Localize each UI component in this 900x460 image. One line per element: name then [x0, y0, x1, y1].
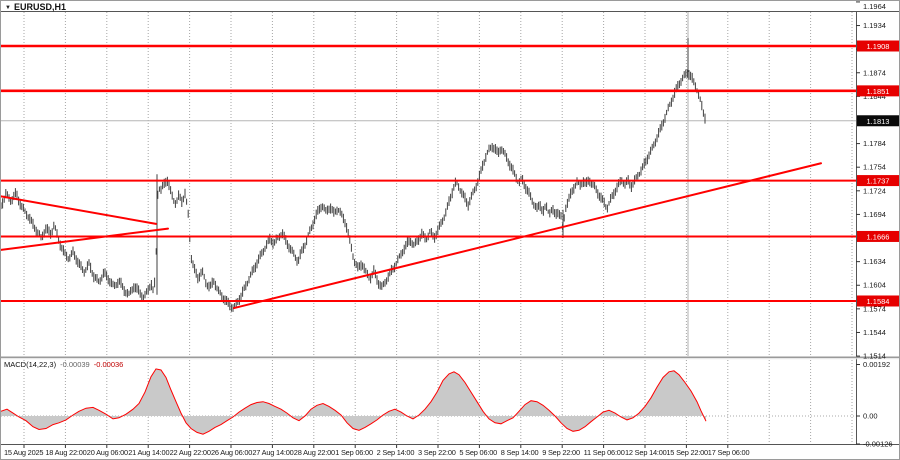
time-tick-label: 26 Aug 06:00	[211, 448, 252, 457]
price-tick-label: 1.1724	[863, 186, 886, 195]
price-tick-label: 1.1574	[863, 304, 886, 313]
price-tick-label: 1.1754	[863, 163, 886, 172]
macd-main-value: -0.00039	[60, 360, 90, 369]
time-tick-label: 21 Aug 14:00	[128, 448, 169, 457]
svg-text:1.1737: 1.1737	[867, 177, 890, 186]
svg-text:1.1908: 1.1908	[867, 42, 890, 51]
price-tick-label: 1.1844	[863, 92, 886, 101]
svg-text:1.1666: 1.1666	[867, 232, 890, 241]
price-tick-label: 1.1694	[863, 210, 886, 219]
current-price-chip: 1.1813	[857, 115, 899, 127]
time-tick-label: 2 Sep 14:00	[377, 448, 415, 457]
symbol-dropdown-icon: ▼	[5, 5, 11, 11]
time-tick-label: 18 Aug 22:00	[45, 448, 86, 457]
svg-text:1.1851: 1.1851	[867, 87, 890, 96]
time-tick-label: 12 Sep 14:00	[625, 448, 667, 457]
time-tick-label: 27 Aug 14:00	[252, 448, 293, 457]
time-tick-label: 9 Sep 22:00	[542, 448, 580, 457]
time-tick-label: 17 Sep 06:00	[708, 448, 750, 457]
macd-signal-value: -0.00036	[93, 360, 124, 369]
macd-indicator-label: MACD(14,22,3) -0.00039 -0.00036	[4, 360, 123, 369]
price-tick-label: 1.1964	[863, 2, 886, 11]
svg-text:1.1813: 1.1813	[867, 117, 890, 126]
price-tick-label: 1.1934	[863, 21, 886, 30]
level-price-chip: 1.1908	[857, 40, 899, 52]
level-price-chip: 1.1666	[857, 230, 899, 242]
level-price-chip: 1.1851	[857, 85, 899, 97]
symbol-title-text: EURUSD,H1	[13, 2, 66, 12]
svg-text:1.1584: 1.1584	[867, 297, 890, 306]
trend-line-2[interactable]	[1, 227, 169, 251]
level-lines[interactable]	[1, 44, 856, 302]
trend-line-1[interactable]	[1, 195, 157, 225]
time-tick-label: 1 Sep 06:00	[335, 448, 373, 457]
time-tick-label: 20 Aug 06:00	[87, 448, 128, 457]
level-price-chip: 1.1584	[857, 295, 899, 307]
macd-axis-label: 0.00	[863, 412, 878, 421]
price-axis[interactable]: 1.19641.19341.19041.18741.18441.17841.17…	[856, 1, 893, 449]
price-tick-label: 1.1784	[863, 139, 886, 148]
time-tick-label: 11 Sep 06:00	[584, 448, 625, 457]
time-tick-label: 22 Aug 22:00	[170, 448, 211, 457]
time-tick-label: 5 Sep 06:00	[459, 448, 497, 457]
macd-signal-line	[1, 368, 707, 435]
time-tick-label: 15 Sep 22:00	[666, 448, 708, 457]
price-tick-label: 1.1514	[863, 352, 886, 361]
panel-borders	[1, 11, 899, 445]
time-tick-label: 3 Sep 22:00	[418, 448, 456, 457]
macd-axis-label: -0.00126	[863, 440, 893, 449]
symbol-timeframe-label: ▼ EURUSD,H1	[5, 2, 66, 12]
time-tick-label: 8 Sep 14:00	[501, 448, 539, 457]
macd-name: MACD(14,22,3)	[4, 360, 57, 369]
level-price-chip: 1.1737	[857, 175, 899, 187]
price-tick-label: 1.1604	[863, 281, 886, 290]
time-tick-label: 15 Aug 2025	[4, 448, 43, 457]
price-tick-label: 1.1544	[863, 328, 886, 337]
macd-histogram	[1, 368, 706, 435]
macd-axis-label: 0.00192	[863, 360, 890, 369]
price-tick-label: 1.1874	[863, 68, 886, 77]
grid-lines	[23, 12, 853, 443]
time-tick-label: 28 Aug 22:00	[294, 448, 335, 457]
time-axis[interactable]: 15 Aug 2025 18 Aug 22:00 20 Aug 06:00 21 Au…	[4, 445, 750, 457]
price-tick-label: 1.1634	[863, 257, 886, 266]
trend-line-3[interactable]	[233, 162, 822, 310]
